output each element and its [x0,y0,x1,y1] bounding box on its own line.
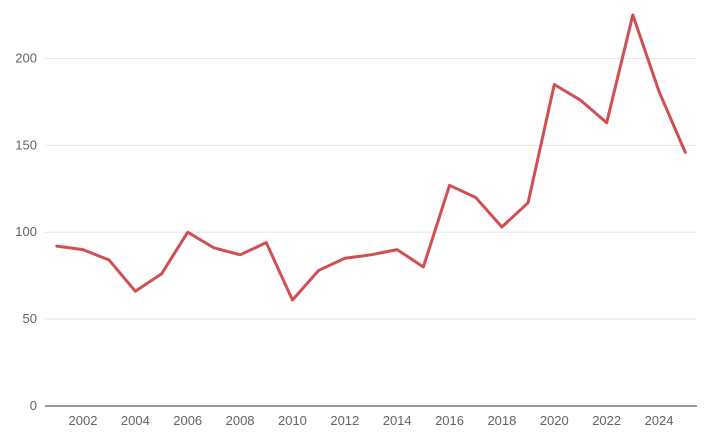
data-point [370,253,373,256]
data-point [500,226,503,229]
x-tick-label: 2022 [592,413,621,428]
x-tick-label: 2018 [487,413,516,428]
y-tick-label: 200 [15,50,37,65]
x-tick-label: 2010 [278,413,307,428]
data-point [684,151,687,154]
y-axis: 0 50 100 150 200 [15,50,37,413]
data-point [527,201,530,204]
data-point [553,83,556,86]
data-point [134,290,137,293]
y-tick-label: 100 [15,224,37,239]
data-point [343,257,346,260]
data-point [605,121,608,124]
grid-layer [45,57,697,407]
data-point [474,196,477,199]
x-tick-label: 2020 [540,413,569,428]
data-point [160,272,163,275]
data-point [631,14,634,17]
y-tick-label: 50 [23,311,37,326]
data-point [579,99,582,102]
data-point [448,184,451,187]
data-point [317,269,320,272]
data-point [212,246,215,249]
x-tick-label: 2012 [330,413,359,428]
data-point [239,253,242,256]
x-axis: 2002 2004 2006 2008 2010 2012 2014 2016 2018 2020… [69,413,674,428]
x-tick-label: 2008 [226,413,255,428]
data-point [55,245,58,248]
y-tick-label: 150 [15,137,37,152]
x-tick-label: 2004 [121,413,150,428]
x-tick-label: 2006 [173,413,202,428]
series-line [55,13,687,302]
data-point [396,248,399,251]
data-point [108,259,111,262]
data-point [291,298,294,301]
data-point [422,265,425,268]
data-point [186,231,189,234]
x-tick-label: 2014 [383,413,412,428]
x-tick-label: 2024 [645,413,674,428]
x-tick-label: 2002 [69,413,98,428]
y-tick-label: 0 [30,398,37,413]
series-layer [55,13,687,302]
data-point [658,90,661,93]
data-point [265,241,268,244]
x-tick-label: 2016 [435,413,464,428]
data-point [81,248,84,251]
